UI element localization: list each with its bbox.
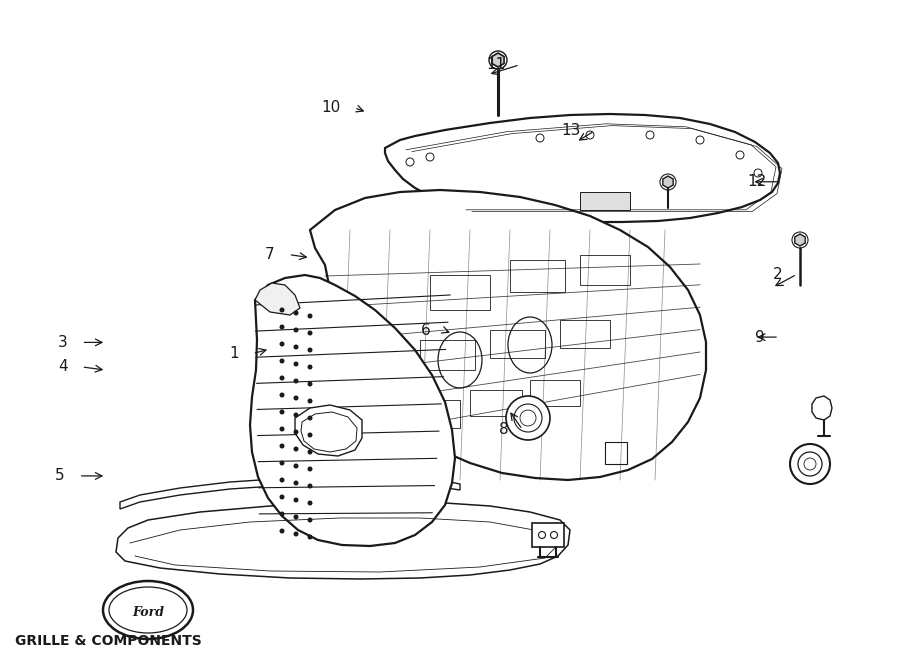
Circle shape bbox=[308, 432, 312, 438]
Circle shape bbox=[293, 498, 299, 502]
Circle shape bbox=[293, 379, 299, 383]
Circle shape bbox=[280, 342, 284, 346]
Circle shape bbox=[308, 381, 312, 387]
Circle shape bbox=[308, 330, 312, 336]
Text: 10: 10 bbox=[321, 100, 340, 115]
Circle shape bbox=[293, 446, 299, 451]
Text: 2: 2 bbox=[773, 267, 783, 282]
Circle shape bbox=[293, 531, 299, 537]
Polygon shape bbox=[795, 234, 806, 246]
Text: 7: 7 bbox=[265, 247, 274, 262]
Circle shape bbox=[293, 327, 299, 332]
Circle shape bbox=[280, 307, 284, 313]
Circle shape bbox=[293, 481, 299, 485]
Text: 12: 12 bbox=[748, 175, 767, 189]
Circle shape bbox=[280, 529, 284, 533]
Polygon shape bbox=[385, 114, 780, 222]
Circle shape bbox=[280, 410, 284, 414]
Circle shape bbox=[293, 430, 299, 434]
Circle shape bbox=[308, 467, 312, 471]
Circle shape bbox=[280, 494, 284, 500]
Text: 6: 6 bbox=[420, 323, 430, 338]
Text: 1: 1 bbox=[229, 346, 238, 361]
Text: 5: 5 bbox=[55, 469, 65, 483]
Circle shape bbox=[293, 395, 299, 401]
Polygon shape bbox=[310, 190, 706, 480]
Circle shape bbox=[293, 362, 299, 366]
Text: 4: 4 bbox=[58, 360, 68, 374]
Polygon shape bbox=[116, 502, 570, 579]
Circle shape bbox=[293, 463, 299, 469]
Text: 3: 3 bbox=[58, 335, 68, 350]
Circle shape bbox=[280, 325, 284, 329]
Circle shape bbox=[308, 483, 312, 488]
Circle shape bbox=[280, 426, 284, 432]
Circle shape bbox=[280, 358, 284, 364]
FancyBboxPatch shape bbox=[532, 523, 564, 547]
Circle shape bbox=[308, 449, 312, 455]
Circle shape bbox=[506, 396, 550, 440]
Text: 9: 9 bbox=[755, 330, 765, 344]
Circle shape bbox=[280, 375, 284, 381]
Text: 13: 13 bbox=[561, 124, 581, 138]
Text: 11: 11 bbox=[487, 58, 506, 72]
Circle shape bbox=[293, 344, 299, 350]
Circle shape bbox=[280, 444, 284, 449]
Circle shape bbox=[308, 313, 312, 319]
Circle shape bbox=[280, 393, 284, 397]
Circle shape bbox=[280, 512, 284, 516]
Circle shape bbox=[308, 500, 312, 506]
Circle shape bbox=[280, 461, 284, 465]
Circle shape bbox=[308, 518, 312, 522]
Text: Ford: Ford bbox=[132, 605, 164, 619]
Circle shape bbox=[308, 535, 312, 539]
Circle shape bbox=[308, 348, 312, 352]
Circle shape bbox=[308, 364, 312, 369]
Circle shape bbox=[790, 444, 830, 484]
Circle shape bbox=[293, 311, 299, 315]
Circle shape bbox=[308, 416, 312, 420]
Circle shape bbox=[293, 412, 299, 418]
Polygon shape bbox=[295, 405, 362, 456]
Polygon shape bbox=[250, 275, 455, 546]
Circle shape bbox=[293, 514, 299, 520]
Polygon shape bbox=[812, 396, 832, 420]
FancyBboxPatch shape bbox=[580, 192, 630, 210]
Polygon shape bbox=[492, 53, 504, 67]
Ellipse shape bbox=[103, 581, 193, 639]
Polygon shape bbox=[255, 283, 300, 315]
Polygon shape bbox=[662, 176, 673, 188]
Circle shape bbox=[308, 399, 312, 403]
Circle shape bbox=[280, 477, 284, 483]
Polygon shape bbox=[120, 476, 460, 509]
Text: GRILLE & COMPONENTS: GRILLE & COMPONENTS bbox=[15, 634, 202, 648]
Text: 8: 8 bbox=[499, 422, 508, 437]
